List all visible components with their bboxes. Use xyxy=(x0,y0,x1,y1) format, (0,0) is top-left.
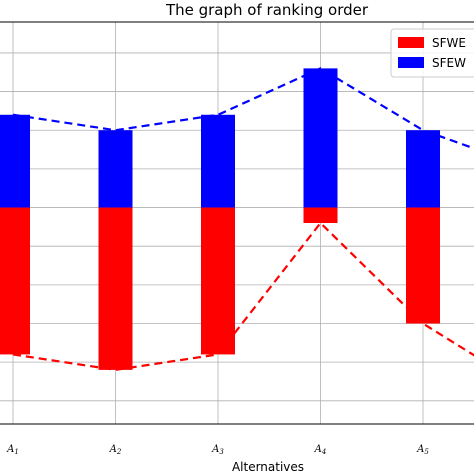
x-tick-label: A3 xyxy=(211,444,224,456)
bar-sfwe-5 xyxy=(406,207,440,324)
legend-swatch-sfew xyxy=(398,57,424,68)
bar-sfwe-3 xyxy=(201,207,235,355)
x-axis-label: Alternatives xyxy=(232,460,304,474)
legend-swatch-sfwe xyxy=(398,37,424,48)
x-tick-labels: A1 A2 A3 A4 A5 xyxy=(6,444,429,456)
trend-line-sfwe xyxy=(12,221,474,371)
bar-sfwe-2 xyxy=(98,207,133,370)
trend-lines xyxy=(12,67,474,371)
bar-sfew-1 xyxy=(0,114,30,208)
bar-sfew-2 xyxy=(98,130,133,208)
x-tick-label: A5 xyxy=(416,444,429,456)
legend: SFWE SFEW xyxy=(390,28,474,78)
legend-label-sfwe: SFWE xyxy=(432,36,466,50)
bar-sfew-5 xyxy=(406,130,440,208)
chart-title: The graph of ranking order xyxy=(165,1,369,19)
bar-sfwe-4 xyxy=(303,207,338,223)
legend-label-sfew: SFEW xyxy=(432,56,466,70)
x-tick-label: A1 xyxy=(6,444,19,456)
plot-frame xyxy=(0,21,474,425)
bar-sfew-4 xyxy=(303,68,338,208)
x-tick-label: A2 xyxy=(109,444,122,456)
bars xyxy=(0,68,440,370)
trend-line-sfew xyxy=(12,67,474,150)
x-tick-label: A4 xyxy=(314,444,327,456)
bar-sfwe-1 xyxy=(0,207,30,355)
bar-sfew-3 xyxy=(201,114,235,208)
